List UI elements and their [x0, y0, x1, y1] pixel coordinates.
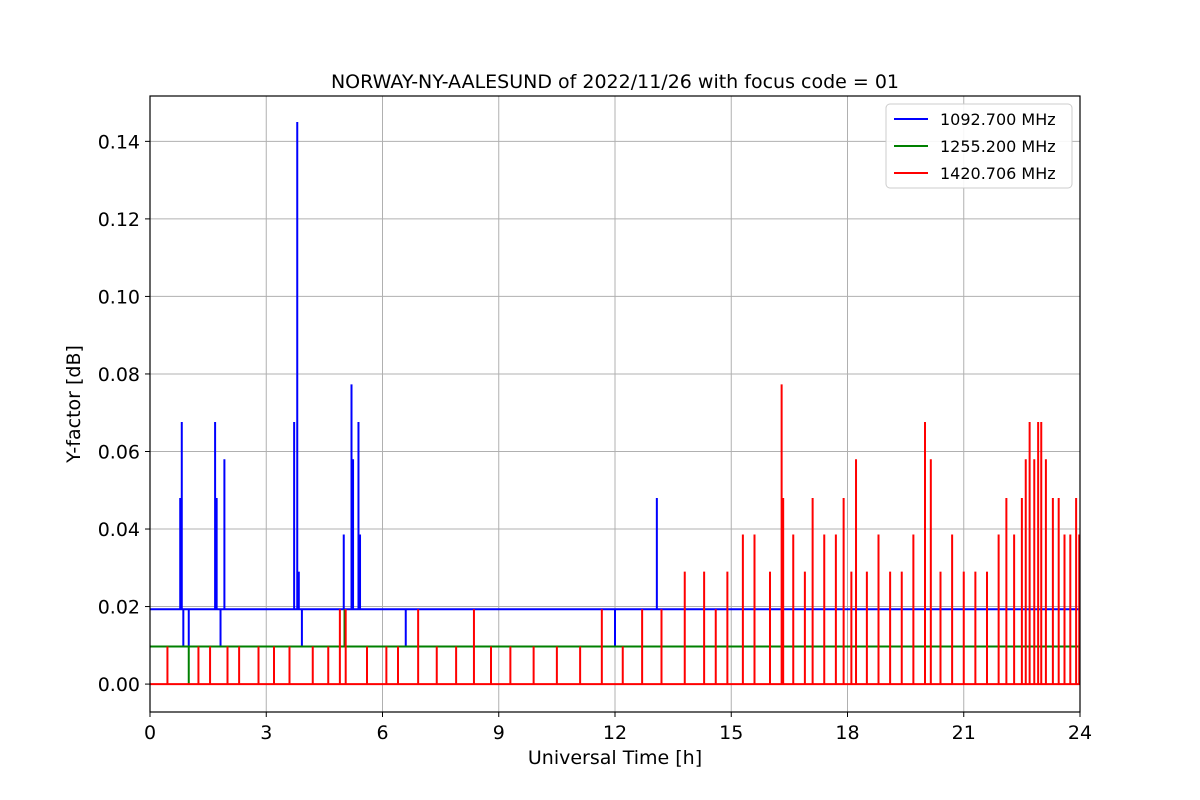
y-tick-label: 0.10 [98, 286, 140, 308]
y-tick-label: 0.08 [98, 364, 140, 386]
x-axis: 0 3 6 9 12 15 18 21 24 [144, 712, 1092, 744]
legend-label: 1255.200 MHz [940, 137, 1056, 156]
x-tick-label: 9 [493, 722, 505, 744]
y-tick-label: 0.00 [98, 674, 140, 696]
y-tick-label: 0.06 [98, 441, 140, 463]
y-tick-label: 0.02 [98, 597, 140, 619]
x-tick-label: 12 [603, 722, 627, 744]
x-tick-label: 3 [260, 722, 272, 744]
x-axis-label: Universal Time [h] [528, 747, 702, 769]
x-tick-label: 6 [376, 722, 388, 744]
series-layer [150, 121, 1081, 686]
legend-label: 1092.700 MHz [940, 110, 1056, 129]
y-tick-label: 0.04 [98, 519, 140, 541]
x-tick-label: 15 [719, 722, 743, 744]
x-tick-label: 18 [835, 722, 859, 744]
series-3 [150, 384, 1081, 686]
y-tick-label: 0.12 [98, 209, 140, 231]
y-axis-label: Y-factor [dB] [63, 345, 85, 464]
x-tick-label: 0 [144, 722, 156, 744]
legend: 1092.700 MHz 1255.200 MHz 1420.706 MHz [885, 103, 1073, 189]
legend-label: 1420.706 MHz [940, 164, 1056, 183]
legend-box [885, 103, 1073, 189]
x-tick-label: 21 [952, 722, 976, 744]
series-1 [150, 121, 1080, 647]
x-tick-label: 24 [1068, 722, 1092, 744]
y-axis: 0.00 0.02 0.04 0.06 0.08 0.10 0.12 0.14 [98, 131, 150, 696]
y-tick-label: 0.14 [98, 131, 140, 153]
chart-title: NORWAY-NY-AALESUND of 2022/11/26 with fo… [331, 71, 899, 93]
